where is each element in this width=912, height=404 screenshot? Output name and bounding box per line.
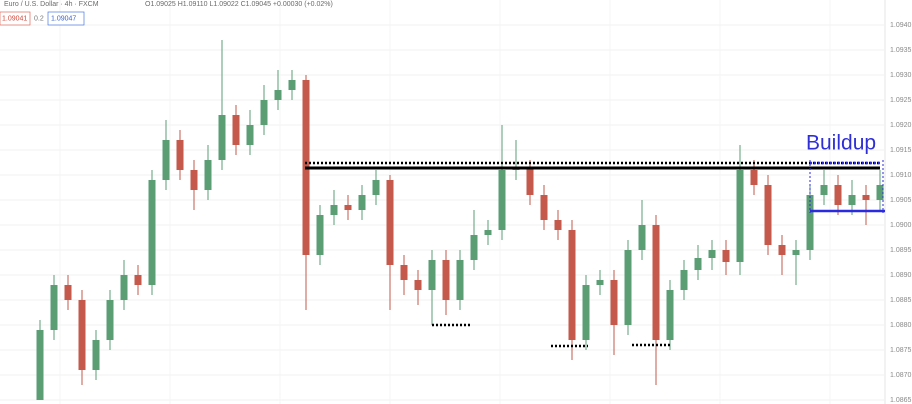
candle-body <box>442 260 450 300</box>
candle-body <box>778 245 786 255</box>
buy-price: 1.09047 <box>51 15 76 22</box>
candle-body <box>456 260 464 300</box>
candle-body <box>148 180 156 285</box>
y-tick-label: 1.0890 <box>890 272 912 279</box>
candle-body <box>92 340 100 370</box>
candle-body <box>624 250 632 325</box>
y-tick-label: 1.0885 <box>890 297 912 304</box>
candle-body <box>120 275 128 300</box>
symbol-title: Euro / U.S. Dollar · 4h · FXCM <box>4 1 99 8</box>
candle-body <box>652 225 660 340</box>
candle-body <box>358 195 366 210</box>
plot <box>36 40 885 400</box>
buy-box[interactable] <box>47 11 85 26</box>
candle-body <box>582 285 590 340</box>
y-tick-label: 1.0940 <box>890 22 912 29</box>
candle-body <box>666 290 674 340</box>
candle-body <box>722 250 730 262</box>
candle-body <box>806 195 814 250</box>
y-tick-label: 1.0935 <box>890 47 912 54</box>
spread: 0.2 <box>34 15 44 22</box>
candle-body <box>260 100 268 125</box>
candle-body <box>218 115 226 160</box>
candle-body <box>50 285 58 330</box>
candle-body <box>764 185 772 245</box>
candle-body <box>638 225 646 250</box>
y-tick-label: 1.0910 <box>890 172 912 179</box>
candle-body <box>680 270 688 290</box>
ohlc-readout: O1.09025 H1.09110 L1.09022 C1.09045 +0.0… <box>145 1 333 8</box>
y-tick-label: 1.0880 <box>890 322 912 329</box>
y-tick-label: 1.0900 <box>890 222 912 229</box>
candle-body <box>106 300 114 340</box>
y-tick-label: 1.0895 <box>890 247 912 254</box>
candle-body <box>820 185 828 195</box>
candle-body <box>694 258 702 270</box>
candle-body <box>610 280 618 325</box>
candle-body <box>36 330 44 400</box>
candle-body <box>274 90 282 100</box>
candle-body <box>372 180 380 195</box>
candle-body <box>736 170 744 262</box>
y-tick-label: 1.0930 <box>890 72 912 79</box>
candle-body <box>834 185 842 205</box>
candle-body <box>876 185 884 200</box>
candle-body <box>246 125 254 145</box>
candle-body <box>568 230 576 340</box>
candle-body <box>204 160 212 190</box>
candle-body <box>288 80 296 90</box>
candle-body <box>848 195 856 205</box>
candle-body <box>526 168 534 195</box>
candle-body <box>554 220 562 230</box>
candle-body <box>708 250 716 258</box>
candle-body <box>750 170 758 185</box>
y-tick-label: 1.0870 <box>890 372 912 379</box>
candle-body <box>64 285 72 300</box>
y-tick-label: 1.0915 <box>890 147 912 154</box>
candle-body <box>344 205 352 210</box>
candle-body <box>190 170 198 190</box>
candle-body <box>484 230 492 235</box>
candle-body <box>540 195 548 220</box>
candle-body <box>596 280 604 285</box>
candle-body <box>792 250 800 255</box>
candle-body <box>78 300 86 370</box>
y-tick-label: 1.0875 <box>890 347 912 354</box>
candle-body <box>330 205 338 215</box>
y-tick-label: 1.0920 <box>890 122 912 129</box>
candle-body <box>862 195 870 200</box>
candle-body <box>162 140 170 180</box>
y-tick-label: 1.0925 <box>890 97 912 104</box>
candle-body <box>400 265 408 280</box>
sell-price: 1.09041 <box>2 15 27 22</box>
candle-body <box>134 275 142 285</box>
candle-body <box>498 170 506 230</box>
candle-body <box>470 235 478 260</box>
y-tick-label: 1.0865 <box>890 397 912 404</box>
sell-box[interactable] <box>0 11 31 26</box>
y-tick-label: 1.0905 <box>890 197 912 204</box>
annotation: Buildup <box>806 132 876 155</box>
candle-body <box>414 280 422 290</box>
candle-body <box>386 180 394 265</box>
candle-body <box>428 260 436 290</box>
candle-body <box>176 140 184 170</box>
candle-body <box>232 115 240 145</box>
candle-body <box>316 215 324 255</box>
